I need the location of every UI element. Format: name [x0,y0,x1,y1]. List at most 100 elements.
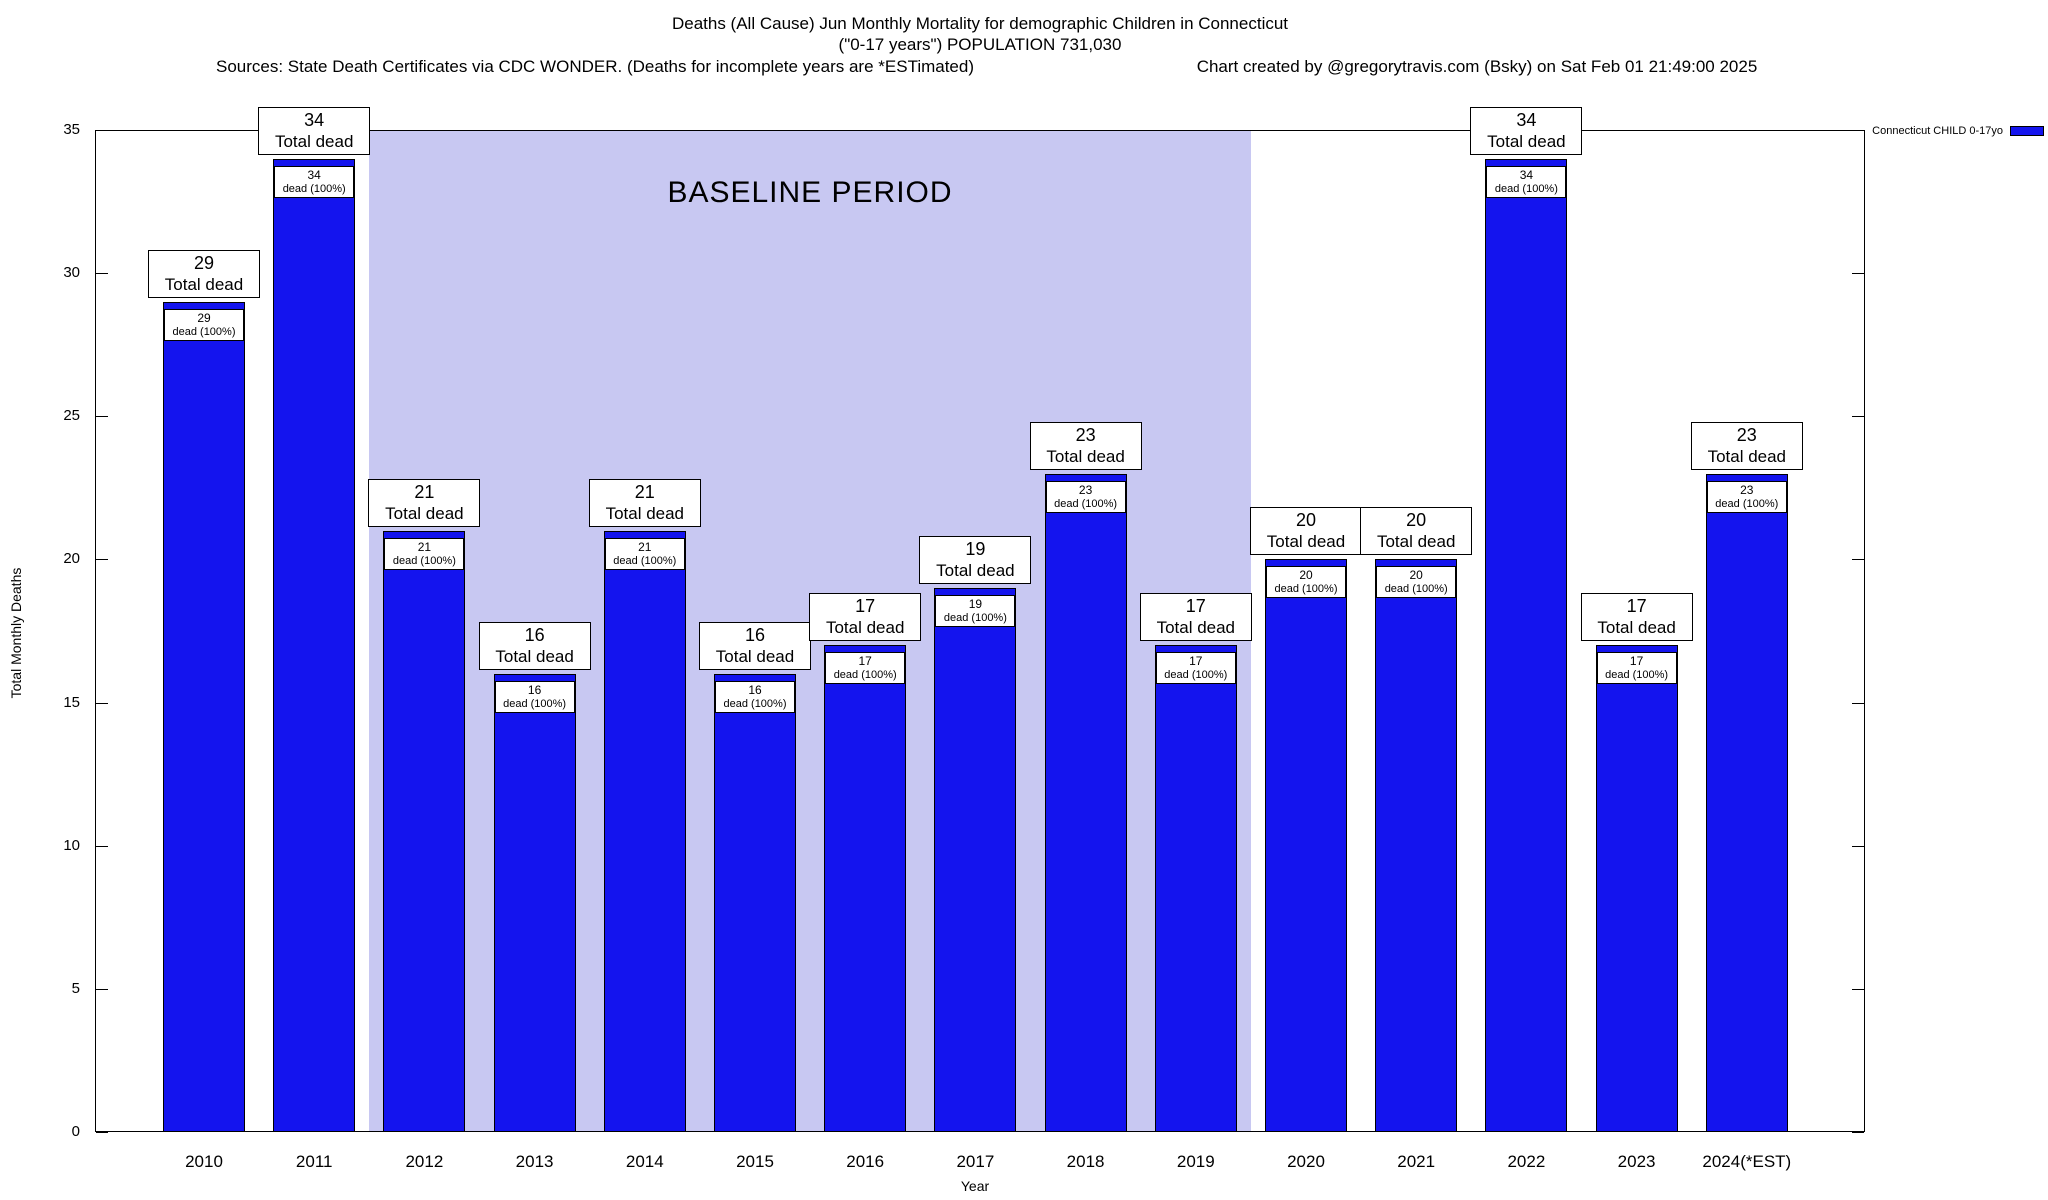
bar-inner-value: 21 [638,539,652,554]
y-tick-mark-right [1852,130,1864,131]
bar-total-value: 16 [744,624,766,645]
bar-inner-label: 17 dead (100%) [825,652,906,685]
bar-inner-label: 23 dead (100%) [1045,480,1126,513]
x-tick-label: 2015 [736,1152,774,1171]
bar-total-label: 21 Total dead [368,478,481,527]
y-tick-mark-right [1852,416,1864,417]
bar-total-value: 23 [1075,424,1096,445]
bar-inner-suffix: dead (100%) [1494,182,1558,195]
bar-total-label: 17 Total dead [809,593,922,642]
bar-inner-label: 20 dead (100%) [1376,566,1457,599]
chart-sources: Sources: State Death Certificates via CD… [215,57,975,76]
bar-total-value: 21 [414,481,435,502]
bar-inner-suffix: dead (100%) [172,325,236,338]
bar-inner-value: 34 [1519,167,1534,182]
x-tick-label: 2010 [185,1152,223,1171]
bar-total-suffix: Total dead [1376,532,1456,552]
bar-total-suffix: Total dead [715,646,795,666]
bar-inner-value: 19 [968,597,983,612]
y-tick-label: 35 [63,121,80,138]
bar-inner-label: 16 dead (100%) [715,680,795,713]
y-tick-mark-right [1852,703,1864,704]
bar [603,530,686,1132]
bar-inner-label: 34 dead (100%) [274,165,355,198]
bar-total-value: 29 [193,252,215,273]
bar-total-value: 21 [634,481,655,502]
bar-inner-suffix: dead (100%) [282,182,346,195]
bar-total-label: 19 Total dead [919,536,1032,585]
bar-total-suffix: Total dead [936,561,1015,581]
y-tick-label: 20 [63,550,80,567]
bar-total-label: 17 Total dead [1580,593,1693,642]
bar-total-suffix: Total dead [1156,618,1236,638]
x-tick-label: 2011 [295,1152,333,1171]
bar-total-value: 17 [1626,596,1647,617]
bar-total-label: 29 Total dead [148,249,260,298]
bar-total-label: 34 Total dead [1470,106,1583,155]
bar-inner-label: 17 dead (100%) [1596,652,1677,685]
bar [1044,473,1127,1132]
bar-inner-suffix: dead (100%) [1164,669,1228,682]
y-tick-mark-right [1852,846,1864,847]
bar-inner-value: 23 [1078,482,1093,497]
bar-inner-label: 23 dead (100%) [1706,480,1787,513]
bar-inner-suffix: dead (100%) [392,554,456,567]
bar-inner-label: 19 dead (100%) [935,595,1016,628]
bar-total-suffix: Total dead [1266,532,1346,552]
bar-inner-value: 17 [858,654,872,669]
bar-inner-suffix: dead (100%) [1605,669,1669,682]
bar-inner-label: 34 dead (100%) [1486,165,1567,198]
x-tick-label: 2021 [1397,1152,1436,1171]
bar-inner-label: 21 dead (100%) [384,537,465,570]
bar-total-label: 16 Total dead [478,621,591,670]
bar [934,588,1017,1132]
bar-inner-suffix: dead (100%) [503,697,567,710]
bar-total-label: 16 Total dead [699,621,811,670]
bar-inner-label: 29 dead (100%) [164,308,244,341]
chart-credit: Chart created by @gregorytravis.com (Bsk… [1196,57,1758,76]
y-tick-mark-left [96,130,108,131]
bar-total-value: 23 [1736,424,1757,445]
bar-inner-value: 16 [748,682,762,697]
bar-total-value: 20 [1406,510,1427,531]
bar-total-suffix: Total dead [825,618,905,638]
bar [1375,559,1458,1132]
bar-total-value: 34 [304,109,325,130]
y-tick-label: 0 [71,1123,80,1140]
y-tick-mark-right [1852,989,1864,990]
x-tick-label: 2013 [515,1152,554,1171]
bar-total-value: 16 [524,624,545,645]
bar-inner-value: 34 [307,167,321,182]
bar-inner-value: 23 [1740,482,1754,497]
bar-total-suffix: Total dead [164,274,244,294]
bar-total-value: 34 [1516,109,1537,130]
y-tick-label: 5 [71,980,80,997]
y-tick-mark-right [1852,559,1864,560]
bar-inner-value: 17 [1629,654,1644,669]
bar [1705,473,1788,1132]
bar-total-label: 21 Total dead [588,478,701,527]
bar [383,530,466,1132]
x-tick-label: 2017 [956,1152,995,1171]
bar-inner-label: 17 dead (100%) [1155,652,1236,685]
bar [493,673,576,1132]
bar [824,645,907,1132]
bar-inner-value: 20 [1299,568,1313,583]
x-tick-label: 2016 [846,1152,885,1171]
bar-total-value: 20 [1295,510,1317,531]
bar-inner-label: 16 dead (100%) [494,680,575,713]
bar-total-label: 23 Total dead [1029,421,1142,470]
bar-inner-value: 29 [197,310,211,325]
bar-inner-label: 21 dead (100%) [604,537,685,570]
bar [273,158,356,1132]
bar-total-value: 17 [1185,596,1206,617]
x-tick-label: 2014 [625,1152,664,1171]
bar-total-label: 17 Total dead [1139,593,1252,642]
bar-total-suffix: Total dead [605,503,685,523]
y-tick-mark-right [1852,1132,1864,1133]
bar-total-label: 23 Total dead [1690,421,1803,470]
bar-total-suffix: Total dead [1046,446,1125,466]
x-tick-label: 2019 [1176,1152,1215,1171]
